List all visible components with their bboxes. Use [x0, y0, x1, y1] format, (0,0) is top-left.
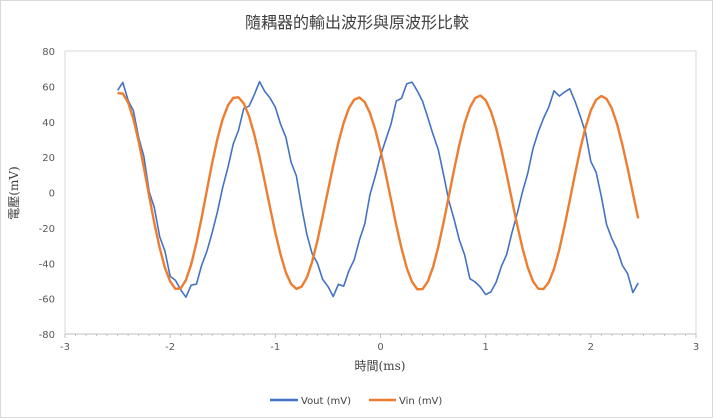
y-axis-labels: 80 60 40 20 0 -20 -40 -60 -80 [39, 47, 55, 341]
y-tick-label: 60 [42, 82, 55, 93]
x-tick-label: -1 [270, 342, 280, 353]
y-tick-label: -20 [39, 224, 55, 235]
x-tick-label: 2 [588, 342, 594, 353]
y-tick-label: -40 [39, 259, 55, 270]
x-tick-label: 0 [377, 342, 383, 353]
series-line-vin [117, 91, 640, 291]
x-tick-label: 3 [693, 342, 699, 353]
x-tick-label: -2 [165, 342, 175, 353]
y-tick-label: -80 [39, 330, 55, 341]
y-tick-label: -60 [39, 295, 55, 306]
x-tick-label: 1 [482, 342, 488, 353]
x-axis-title: 時間(ms) [355, 359, 406, 373]
legend: Vout (mV) Vin (mV) [270, 396, 442, 407]
y-axis-title: 電壓(mV) [7, 166, 21, 219]
series-line-vout [116, 80, 639, 299]
x-axis-ticks [64, 334, 697, 338]
x-axis-labels: -3 -2 -1 0 1 2 3 [60, 342, 699, 353]
x-tick-label: -3 [60, 342, 70, 353]
y-tick-label: 0 [49, 189, 55, 200]
series-layer [116, 80, 640, 299]
chart-title: 隨耦器的輸出波形與原波形比較 [245, 13, 469, 32]
y-tick-label: 80 [42, 47, 55, 58]
legend-label-vin: Vin (mV) [399, 396, 442, 407]
legend-label-vout: Vout (mV) [301, 396, 351, 407]
plot-area [64, 50, 697, 335]
y-tick-label: 40 [42, 118, 55, 129]
y-tick-label: 20 [42, 153, 55, 164]
